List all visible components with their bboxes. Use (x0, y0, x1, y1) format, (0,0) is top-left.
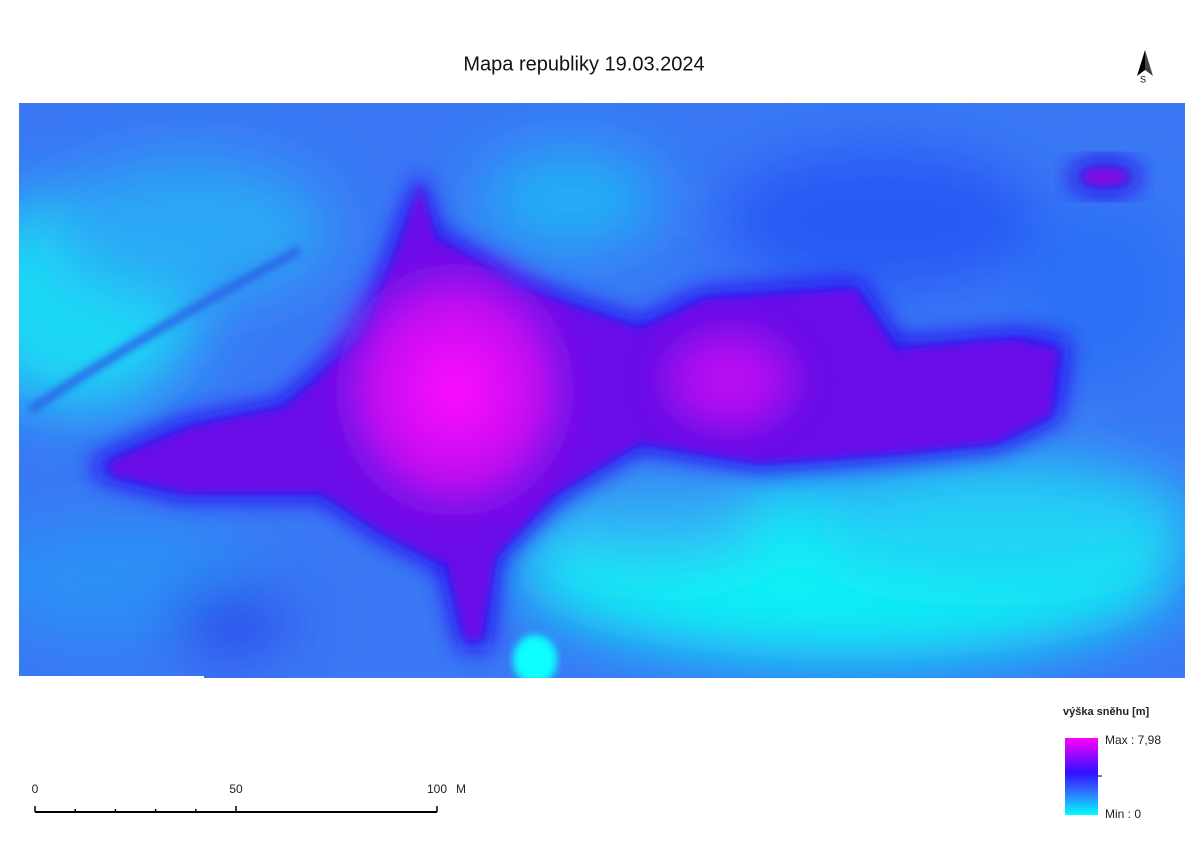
scale-bar: 0 50 100 M (32, 782, 466, 813)
north-arrow: S (1137, 50, 1153, 84)
scale-label: 100 (427, 782, 447, 796)
north-label: S (1140, 74, 1146, 84)
legend-min: Min : 0 (1105, 807, 1141, 821)
legend-max: Max : 7,98 (1105, 733, 1161, 747)
scale-unit: M (456, 782, 466, 796)
legend-ramp (1065, 738, 1098, 815)
snow-raster (19, 103, 1185, 678)
legend-title: výška sněhu [m] (1063, 706, 1150, 718)
legend: výška sněhu [m] Max : 7,98 Min : 0 (1063, 706, 1161, 821)
map-title: Mapa republiky 19.03.2024 (463, 53, 704, 75)
scale-label: 0 (32, 782, 39, 796)
scale-label: 50 (229, 782, 243, 796)
